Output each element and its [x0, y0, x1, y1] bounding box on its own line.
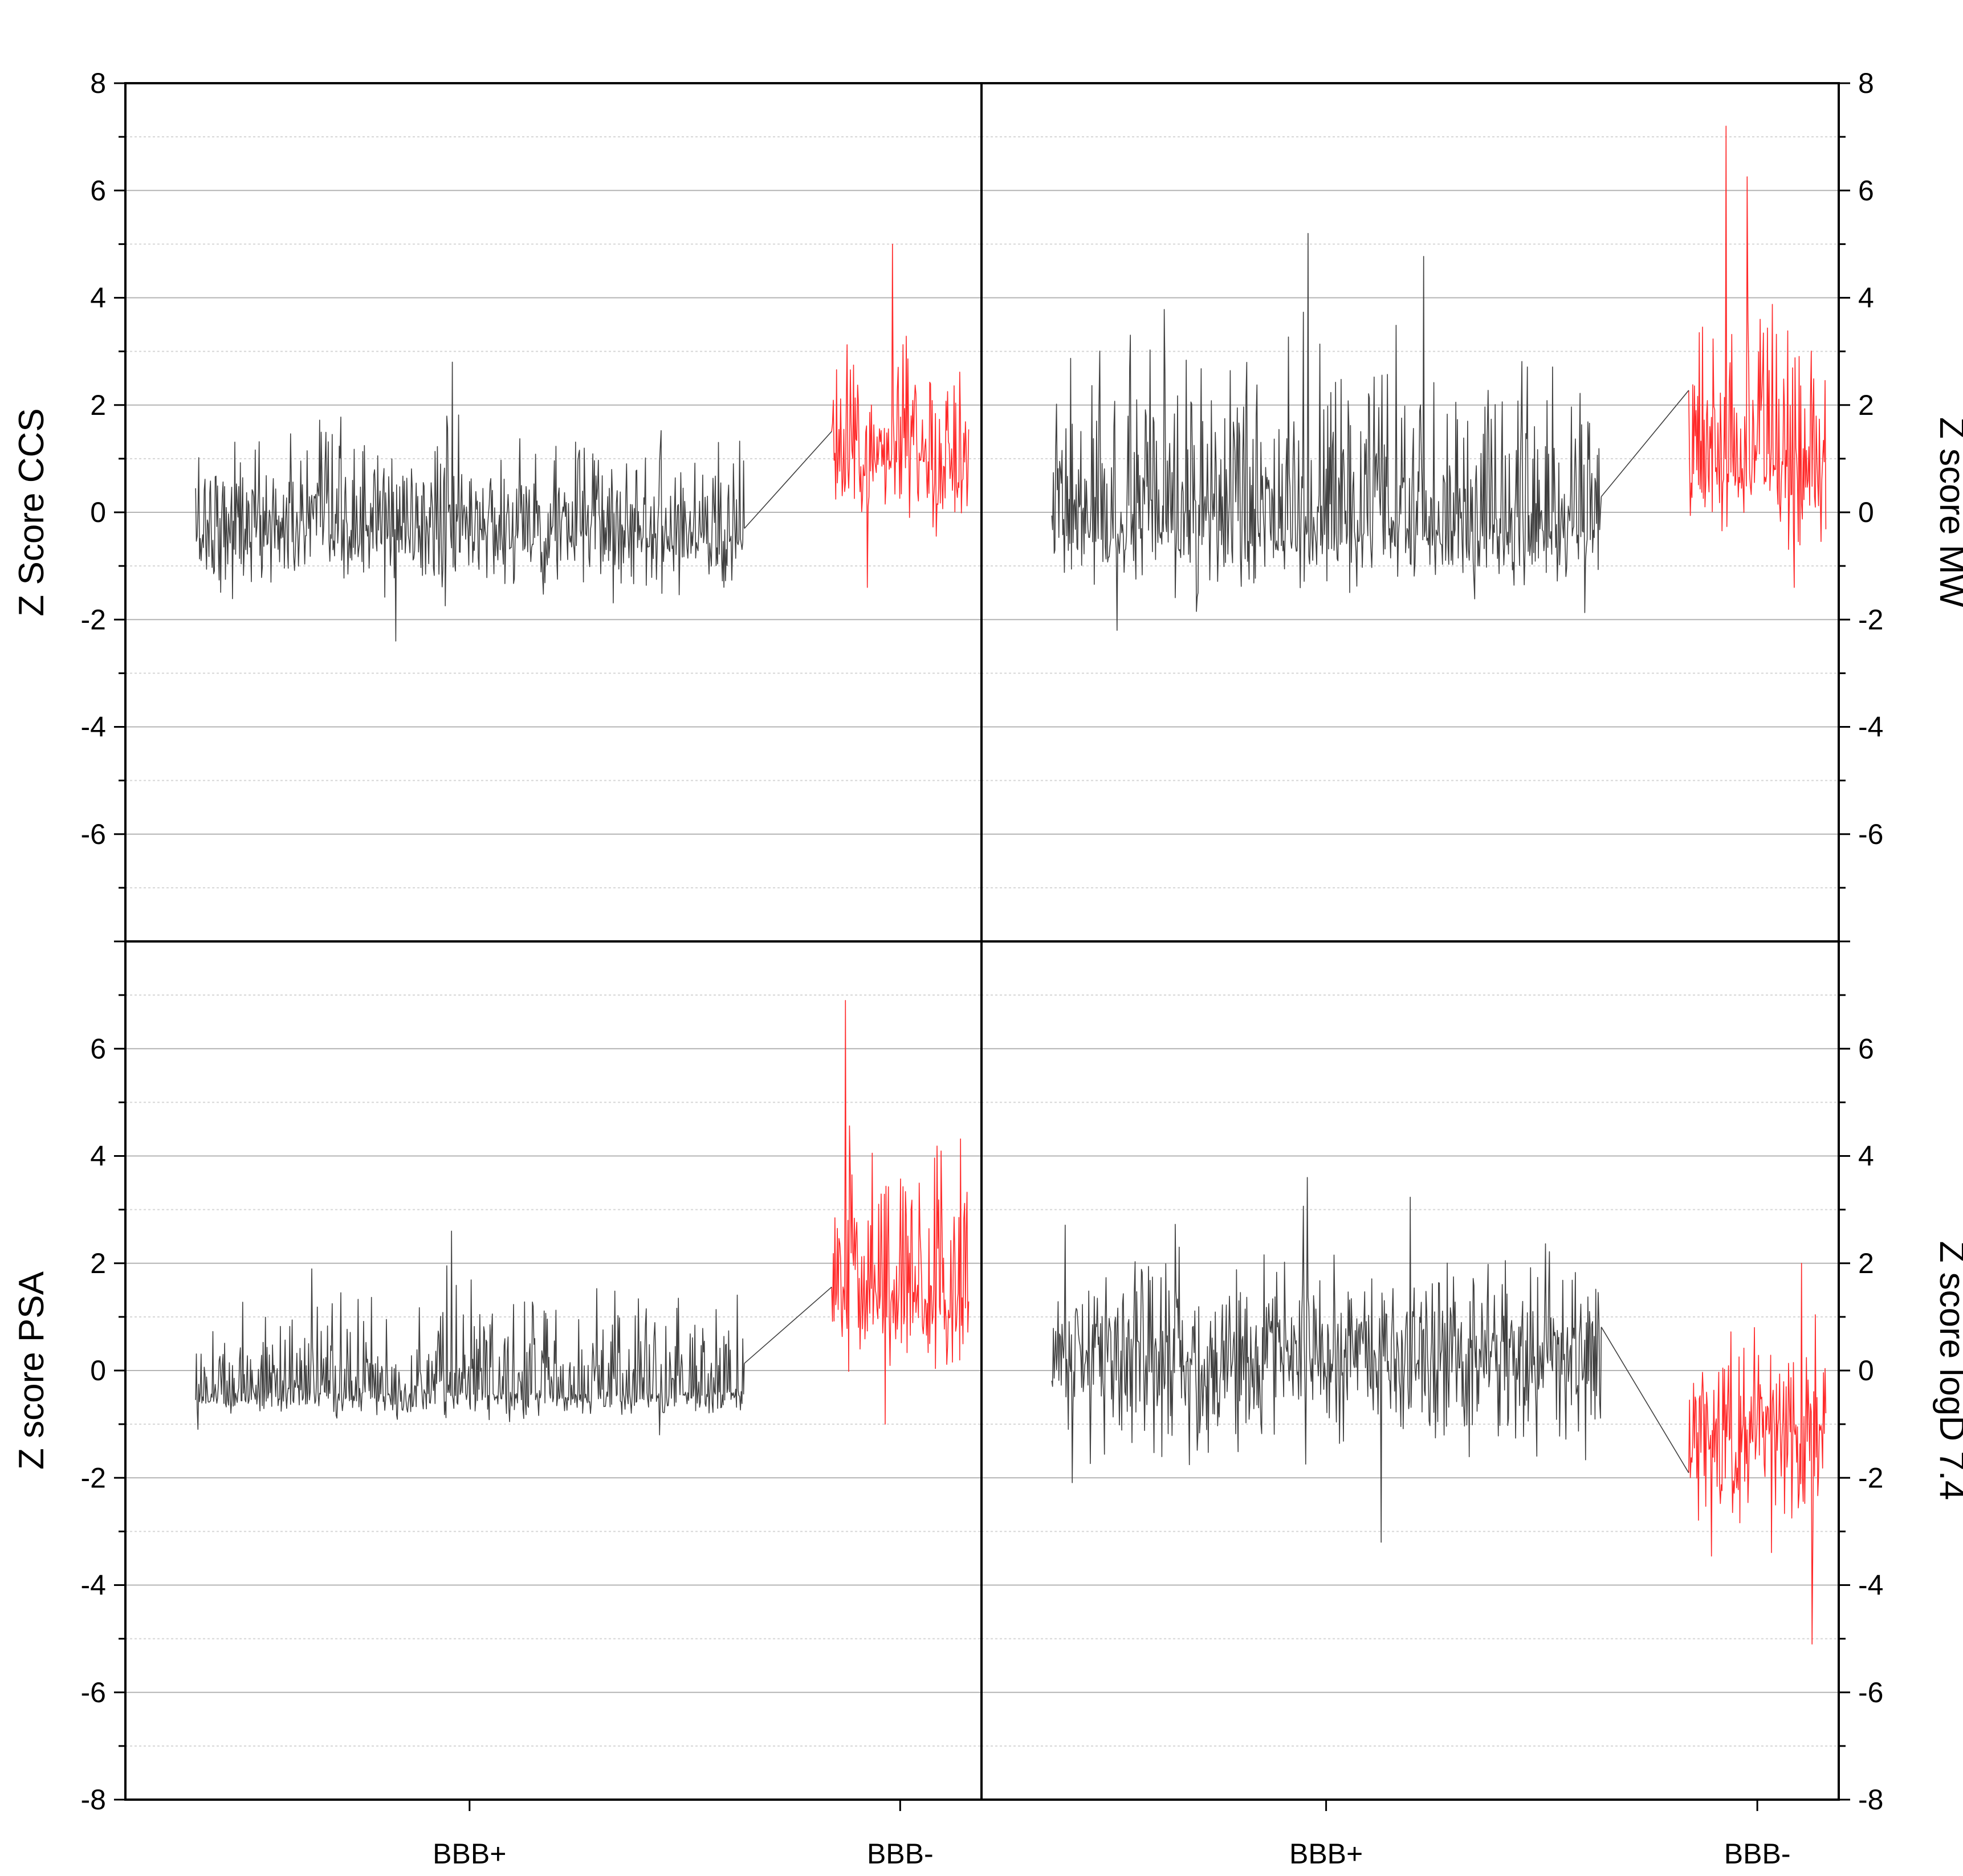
y-axis-title: Z score PSA — [12, 1271, 51, 1470]
y-tick-label: 6 — [90, 174, 106, 206]
y-tick-label: -4 — [81, 1569, 106, 1601]
y-tick-label: -2 — [1858, 603, 1883, 635]
series-line-BBB- — [1688, 125, 1827, 588]
y-tick-label: 6 — [1858, 1033, 1874, 1065]
x-category-label: BBB- — [1724, 1838, 1791, 1870]
y-tick-label: 8 — [1858, 67, 1874, 99]
y-tick-label: 6 — [90, 1033, 106, 1065]
y-tick-label: -6 — [81, 818, 106, 850]
series-line-BBB- — [1688, 1263, 1827, 1645]
y-tick-label: 4 — [1858, 1140, 1874, 1172]
y-tick-label: -6 — [1858, 818, 1883, 850]
y-tick-label: -4 — [81, 711, 106, 743]
y-axis-title: Z Score CCS — [12, 408, 51, 616]
series-line-BBB+ — [195, 361, 745, 642]
y-tick-label: -6 — [81, 1677, 106, 1708]
series-line-BBB+ — [1051, 1177, 1602, 1543]
y-tick-label: 4 — [90, 282, 106, 314]
series-connector — [744, 431, 832, 529]
y-tick-label: 0 — [1858, 1355, 1874, 1386]
x-category-label: BBB+ — [433, 1838, 506, 1870]
y-tick-label: -2 — [81, 1462, 106, 1494]
y-tick-label: -8 — [81, 1784, 106, 1816]
y-tick-label: 2 — [1858, 389, 1874, 421]
y-tick-label: 4 — [90, 1140, 106, 1172]
y-tick-label: 8 — [90, 67, 106, 99]
y-tick-label: 2 — [90, 389, 106, 421]
y-axis-title: Z score MW — [1932, 417, 1963, 608]
y-axis-title: Z score logD 7.4 — [1932, 1241, 1963, 1500]
text-layer: 8 6 4 2 0 -2 -4 -6 Z Score CCS 8 6 4 2 0 -2 -4 -6 Z score… — [12, 67, 1963, 1870]
y-tick-label: 0 — [90, 1355, 106, 1386]
series-connector — [1600, 390, 1689, 497]
y-tick-label: -8 — [1858, 1784, 1883, 1816]
y-tick-label: 4 — [1858, 282, 1874, 314]
data-layer — [195, 125, 1827, 1645]
y-tick-label: -6 — [1858, 1677, 1883, 1708]
series-line-BBB+ — [195, 1230, 745, 1435]
series-line-BBB+ — [1051, 233, 1602, 631]
series-connector — [744, 1286, 832, 1364]
y-tick-label: 6 — [1858, 174, 1874, 206]
y-tick-label: 2 — [1858, 1247, 1874, 1279]
y-tick-label: 0 — [1858, 496, 1874, 528]
y-tick-label: -4 — [1858, 1569, 1883, 1601]
series-connector — [1600, 1327, 1689, 1473]
y-tick-label: -4 — [1858, 711, 1883, 743]
series-line-BBB- — [831, 243, 970, 588]
y-tick-label: -2 — [1858, 1462, 1883, 1494]
frame-layer — [114, 82, 1850, 1811]
y-tick-label: 0 — [90, 496, 106, 528]
y-tick-label: 2 — [90, 1247, 106, 1279]
y-tick-label: -2 — [81, 603, 106, 635]
x-category-label: BBB+ — [1289, 1838, 1363, 1870]
x-category-label: BBB- — [867, 1838, 934, 1870]
series-line-BBB- — [831, 1000, 970, 1425]
